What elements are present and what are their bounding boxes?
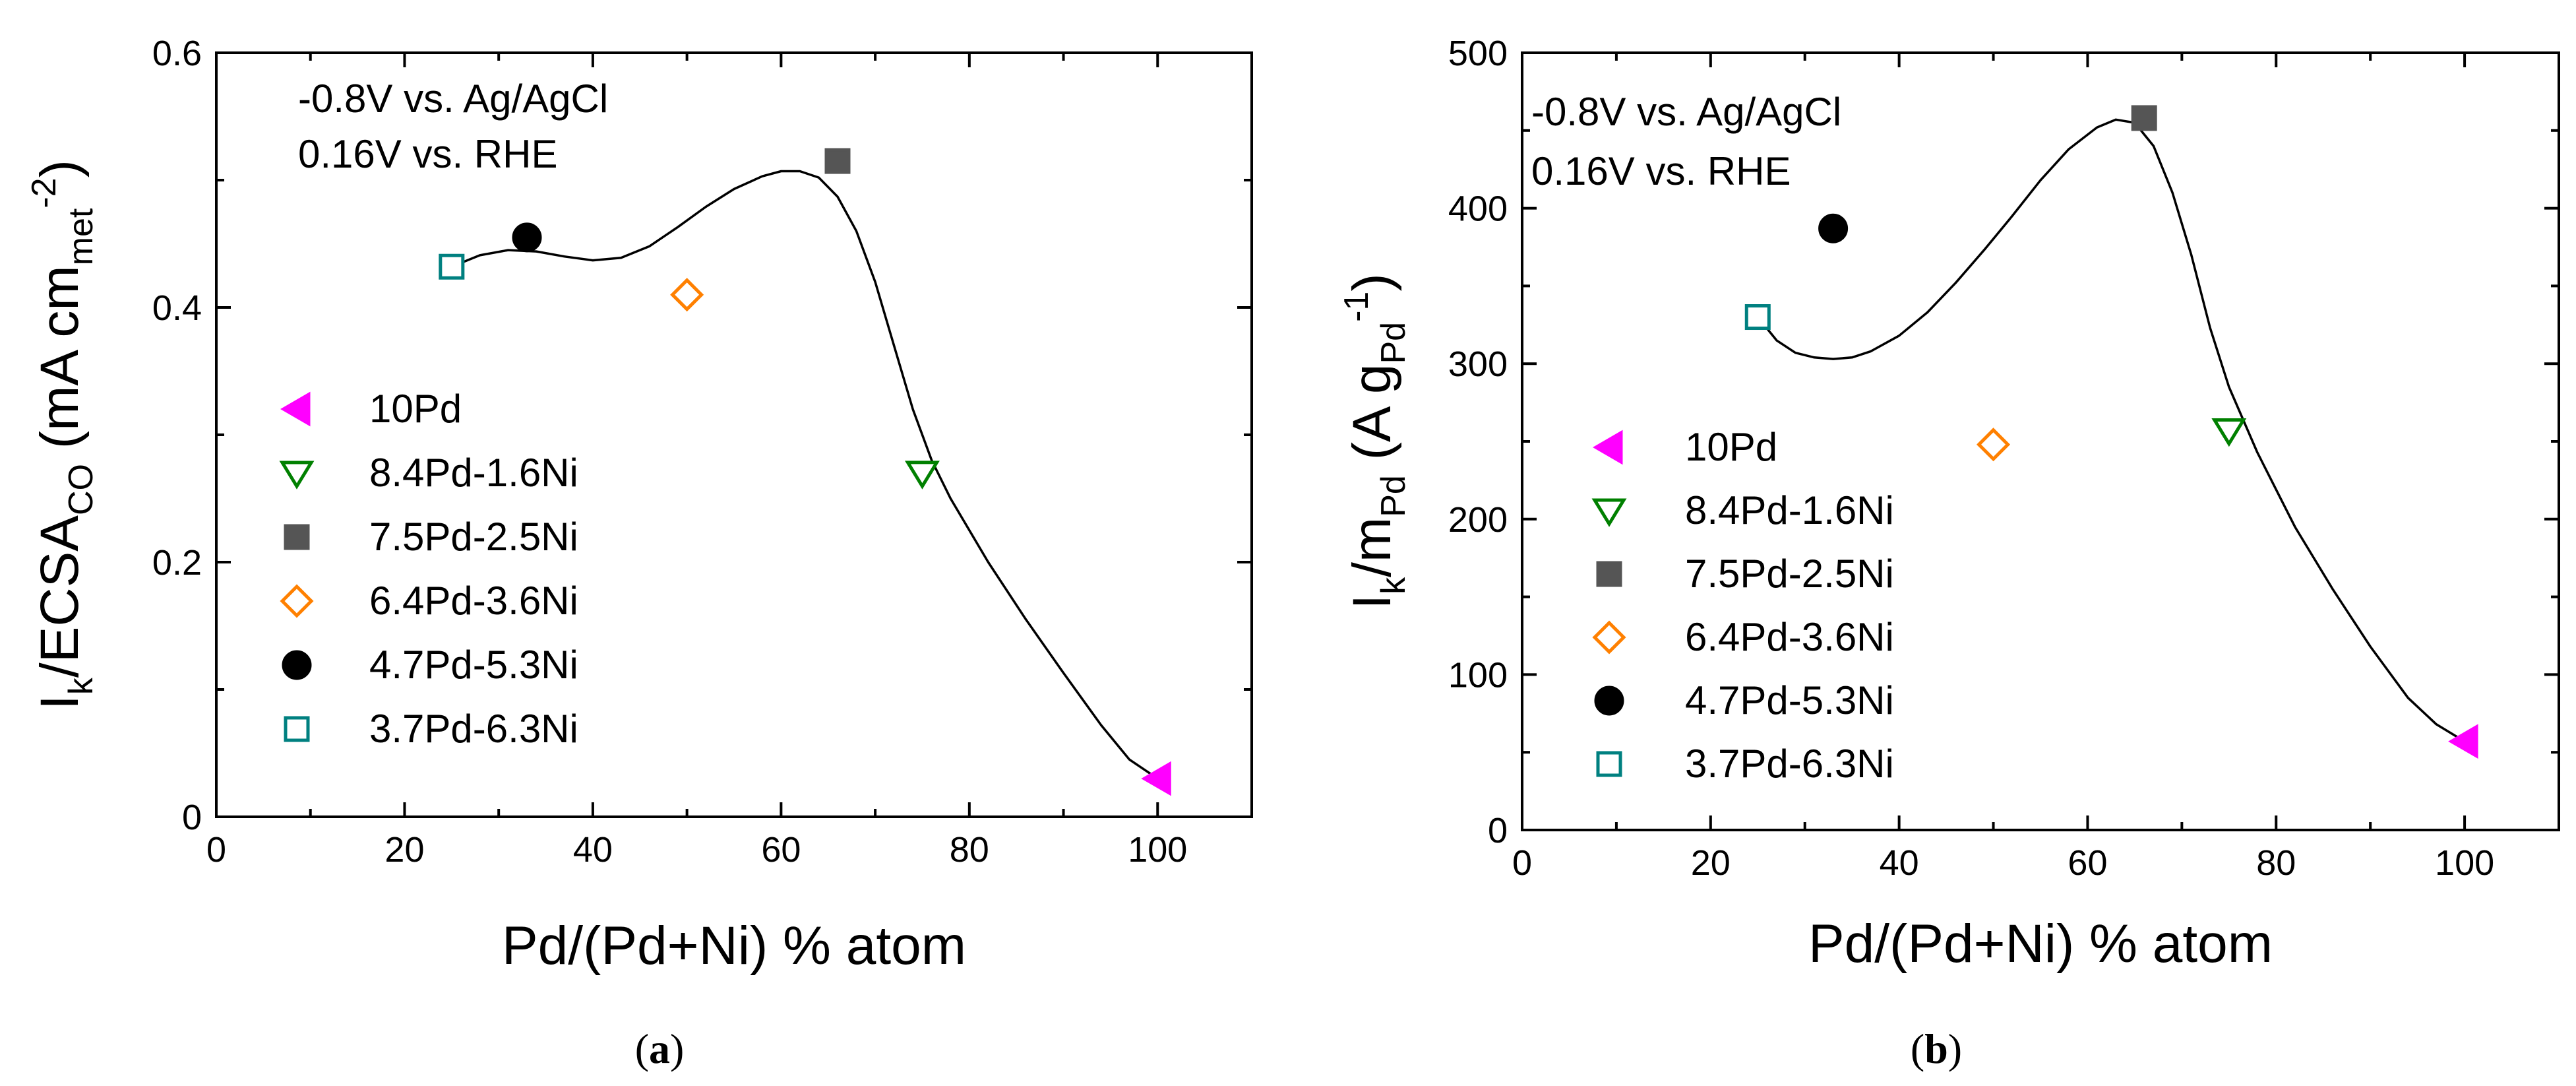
panel-b-legend-marker	[1596, 751, 1622, 777]
panel-a-legend-label: 3.7Pd-6.3Ni	[369, 707, 578, 751]
panel-b-legend-marker	[1594, 686, 1624, 716]
panel-a-legend-marker	[280, 391, 311, 427]
panel-a-legend: 10Pd 8.4Pd-1.6Ni 7.5Pd-2.5Ni 6.4Pd-3.6Ni 4.7…	[279, 387, 578, 751]
panel-a-x-tick-label: 80	[950, 830, 989, 870]
panel-b-legend: 10Pd 8.4Pd-1.6Ni 7.5Pd-2.5Ni 6.4Pd-3.6Ni 4.7…	[1591, 425, 1894, 786]
panel-b-data-point	[2131, 105, 2157, 131]
panel-a-y-tick-label: 0.6	[152, 34, 202, 73]
panel-a-data-point	[904, 461, 940, 490]
panel-a-fit-curve	[451, 170, 1159, 780]
panel-b-legend-label: 3.7Pd-6.3Ni	[1685, 742, 1894, 786]
panel-a-legend-label: 6.4Pd-3.6Ni	[369, 579, 578, 623]
panel-a-y-tick-label: 0.2	[152, 543, 202, 583]
panel-b-legend-label: 4.7Pd-5.3Ni	[1685, 678, 1894, 722]
panel-a-x-tick-label: 60	[761, 830, 801, 870]
panel-a-legend-marker	[282, 650, 312, 680]
panel-a-x-tick-label: 0	[206, 830, 226, 870]
panel-a-data-point	[512, 222, 542, 253]
panel-a-data-point	[439, 253, 465, 280]
panel-b-x-tick-label: 80	[2256, 843, 2296, 883]
panel-a-legend-label: 8.4Pd-1.6Ni	[369, 451, 578, 495]
panel-a-annotation-potential-rhe: 0.16V vs. RHE	[298, 132, 558, 176]
panel-b-legend-marker	[1592, 620, 1626, 655]
panel-b-caption: (b)	[1911, 1025, 1962, 1072]
panel-b-legend-label: 10Pd	[1685, 425, 1777, 469]
panel-b-data-points	[1744, 105, 2478, 759]
panel-a-legend-marker	[279, 461, 315, 490]
panel-b-data-point	[1744, 304, 1771, 331]
panel-b-axes: 0 20 40 60 80 100 0 100 200 300 400 500	[1448, 34, 2560, 883]
panel-a-x-tick-label: 20	[384, 830, 424, 870]
panel-b-annotation-potential-agcl: -0.8V vs. Ag/AgCl	[1531, 90, 1841, 134]
panel-b-data-point	[1977, 428, 2011, 462]
panel-a-data-points	[439, 148, 1171, 796]
panel-a-x-axis-label: Pd/(Pd+Ni) % atom	[502, 916, 966, 976]
panel-b-x-tick-label: 100	[2435, 843, 2494, 883]
panel-a-legend-label: 10Pd	[369, 387, 462, 431]
panel-b-x-tick-label: 20	[1691, 843, 1731, 883]
panel-b-x-tick-label: 40	[1880, 843, 1919, 883]
panel-a-y-tick-label: 0.4	[152, 288, 202, 328]
panel-a-legend-marker	[284, 716, 310, 742]
panel-b-data-point	[1818, 213, 1849, 243]
panel-b-x-tick-label: 60	[2068, 843, 2107, 883]
panel-a-legend-marker	[284, 524, 310, 550]
panel-a-data-point	[670, 278, 704, 312]
panel-b-legend-label: 6.4Pd-3.6Ni	[1685, 615, 1894, 659]
panel-b-legend-label: 7.5Pd-2.5Ni	[1685, 552, 1894, 596]
panel-b-data-point	[2211, 418, 2247, 447]
panel-a-legend-label: 7.5Pd-2.5Ni	[369, 515, 578, 559]
panel-a-legend-label: 4.7Pd-5.3Ni	[369, 643, 578, 687]
panel-b-y-tick-label: 0	[1488, 811, 1508, 850]
panel-b-x-tick-label: 0	[1512, 843, 1532, 883]
panel-b-legend-label: 8.4Pd-1.6Ni	[1685, 488, 1894, 532]
panel-a-y-axis-label: Ik/ECSACO (mA cmmet-2)	[25, 160, 100, 710]
panel-b-y-tick-label: 500	[1448, 34, 1508, 73]
panel-b-fit-line	[1756, 118, 2466, 743]
panel-a-caption-letter: a	[649, 1025, 670, 1072]
panel-b-fit-curve	[1756, 118, 2466, 743]
panel-b-caption-letter: b	[1924, 1025, 1948, 1072]
chart-panel-a: 0 20 40 60 80 100 0 0.2 0.4 0.6 10Pd 8.4Pd-1.6Ni 7.…	[25, 34, 1253, 976]
panel-a-annotation-potential-agcl: -0.8V vs. Ag/AgCl	[298, 77, 608, 121]
panel-a-fit-line	[451, 170, 1159, 780]
panel-b-y-tick-label: 300	[1448, 344, 1508, 384]
panel-b-legend-marker	[1596, 561, 1622, 587]
panel-b-y-axis-label: Ik/mPd (A gPd-1)	[1337, 273, 1413, 609]
panel-b-legend-marker	[1591, 498, 1627, 527]
panel-a-data-point	[824, 148, 851, 174]
panel-a-caption: (a)	[635, 1025, 685, 1072]
panel-b-annotation-potential-rhe: 0.16V vs. RHE	[1531, 149, 1791, 193]
chart-panel-b: 0 20 40 60 80 100 0 100 200 300 400 500 10Pd 8.4Pd-1…	[1337, 34, 2560, 974]
panel-b-legend-marker	[1593, 430, 1623, 465]
panel-b-y-tick-label: 100	[1448, 655, 1508, 695]
panel-b-x-axis-label: Pd/(Pd+Ni) % atom	[1808, 914, 2273, 974]
panel-a-data-point	[1141, 761, 1171, 796]
panel-a-x-tick-label: 100	[1128, 830, 1187, 870]
panel-a-y-tick-label: 0	[182, 798, 202, 837]
panel-b-y-tick-label: 200	[1448, 500, 1508, 540]
panel-a-axes: 0 20 40 60 80 100 0 0.2 0.4 0.6	[152, 34, 1253, 870]
panel-a-x-tick-label: 40	[573, 830, 613, 870]
panel-b-data-point	[2448, 724, 2478, 759]
panel-a-legend-marker	[280, 584, 314, 618]
panel-b-y-tick-label: 400	[1448, 189, 1508, 229]
